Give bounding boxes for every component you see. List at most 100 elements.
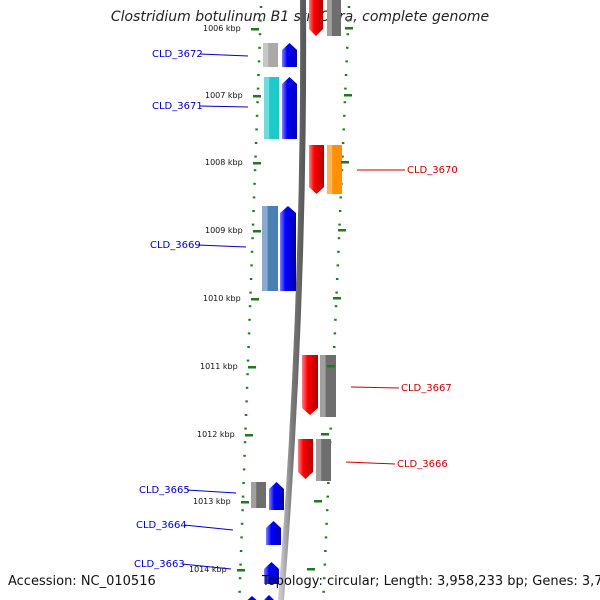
reverse-gene-arrow — [302, 355, 318, 415]
tick-mark — [249, 291, 252, 294]
cog-box — [327, 145, 342, 194]
partial-reverse-gene-arrow — [309, 0, 323, 36]
cog-box — [316, 439, 331, 481]
major-tick — [251, 298, 259, 301]
tick-mark — [243, 454, 246, 457]
cog-box — [264, 77, 279, 139]
tick-mark — [252, 210, 255, 212]
gene-label[interactable]: CLD_3671 — [152, 101, 203, 112]
tick-mark — [245, 386, 249, 389]
gene-label[interactable]: CLD_3665 — [139, 485, 190, 496]
major-tick — [307, 568, 315, 571]
tick-mark — [252, 196, 256, 199]
tick-mark — [327, 482, 330, 484]
major-tick — [248, 366, 256, 369]
kbp-label: 1010 kbp — [203, 294, 241, 303]
major-tick — [253, 95, 261, 98]
tick-mark — [342, 128, 345, 131]
gene-label-leader — [183, 524, 234, 531]
cog-box — [263, 43, 278, 67]
tick-mark — [253, 169, 257, 172]
kbp-label: 1014 kbp — [189, 565, 227, 574]
tick-mark — [337, 250, 340, 253]
left-tick-track — [238, 6, 263, 593]
gene-label[interactable]: CLD_3666 — [397, 459, 448, 470]
tick-mark — [323, 563, 327, 566]
major-tick — [321, 433, 329, 436]
gene-labels: CLD_3672 CLD_3671 CLD_3670 CLD_3669 CLD_3667… — [134, 49, 458, 570]
major-tick — [341, 161, 349, 164]
reverse-gene-arrow — [298, 439, 313, 479]
gene-label-leader — [199, 53, 249, 57]
tick-mark — [343, 114, 346, 117]
genome-summary-text: Topology: circular; Length: 3,958,233 bp… — [262, 574, 600, 589]
tick-mark — [256, 87, 260, 90]
tick-mark — [240, 536, 243, 539]
gene-label[interactable]: CLD_3672 — [152, 49, 203, 60]
tick-mark — [245, 400, 248, 403]
major-tick — [245, 434, 253, 437]
cog-box — [251, 482, 266, 508]
gene-label[interactable]: CLD_3664 — [136, 520, 187, 531]
major-tick — [253, 162, 261, 165]
gene-label[interactable]: CLD_3663 — [134, 559, 185, 570]
tick-mark — [242, 482, 245, 484]
tick-mark — [246, 373, 249, 376]
major-tick — [338, 229, 346, 232]
tick-mark — [338, 223, 341, 226]
kbp-label: 1006 kbp — [203, 24, 241, 33]
tick-mark — [239, 563, 242, 566]
tick-mark — [336, 264, 340, 267]
tick-mark — [329, 427, 332, 430]
gene-label-leader — [350, 386, 400, 389]
gene-label-leader — [197, 244, 247, 248]
tick-mark — [251, 223, 255, 226]
tick-mark — [254, 142, 258, 144]
tick-mark — [247, 332, 251, 335]
genome-backbone — [278, 0, 307, 600]
tick-mark — [247, 346, 250, 348]
major-tick — [344, 94, 352, 97]
tick-mark — [347, 6, 351, 8]
cog-box — [262, 206, 278, 291]
major-tick — [327, 365, 335, 368]
tick-mark — [335, 278, 339, 280]
kbp-scale-labels: 1006 kbp 1007 kbp 1008 kbp 1009 kbp 1010 kbp… — [189, 24, 353, 574]
tick-mark — [343, 101, 347, 104]
tick-mark — [345, 46, 349, 49]
gene-features — [247, 0, 342, 600]
tick-mark — [250, 250, 254, 253]
tick-mark — [341, 142, 345, 144]
major-tick — [241, 501, 249, 504]
tick-mark — [256, 101, 259, 104]
tick-mark — [326, 495, 330, 498]
partial-cog-box — [327, 0, 341, 36]
kbp-label: 1011 kbp — [200, 362, 238, 371]
tick-mark — [257, 74, 260, 76]
partial-forward-gene-arrow — [247, 596, 257, 600]
major-tick — [314, 500, 322, 503]
tick-mark — [238, 590, 241, 593]
tick-mark — [259, 19, 262, 22]
tick-mark — [255, 114, 259, 117]
tick-mark — [325, 509, 329, 512]
forward-gene-arrow — [280, 206, 296, 291]
forward-gene-arrow — [269, 482, 284, 510]
tick-mark — [257, 60, 261, 63]
tick-mark — [344, 87, 347, 90]
reverse-gene-arrow — [309, 145, 324, 194]
partial-forward-gene-arrow — [264, 595, 274, 600]
tick-mark — [253, 182, 256, 185]
tick-mark — [255, 128, 258, 131]
major-tick — [253, 230, 261, 233]
tick-mark — [243, 441, 247, 444]
gene-label[interactable]: CLD_3669 — [150, 240, 201, 251]
tick-mark — [240, 522, 244, 525]
cog-box — [320, 355, 336, 417]
gene-label[interactable]: CLD_3667 — [401, 383, 452, 394]
gene-label[interactable]: CLD_3670 — [407, 165, 458, 176]
tick-mark — [322, 590, 325, 593]
accession-text: Accession: NC_010516 — [8, 574, 156, 589]
kbp-label: 1009 kbp — [205, 226, 243, 235]
